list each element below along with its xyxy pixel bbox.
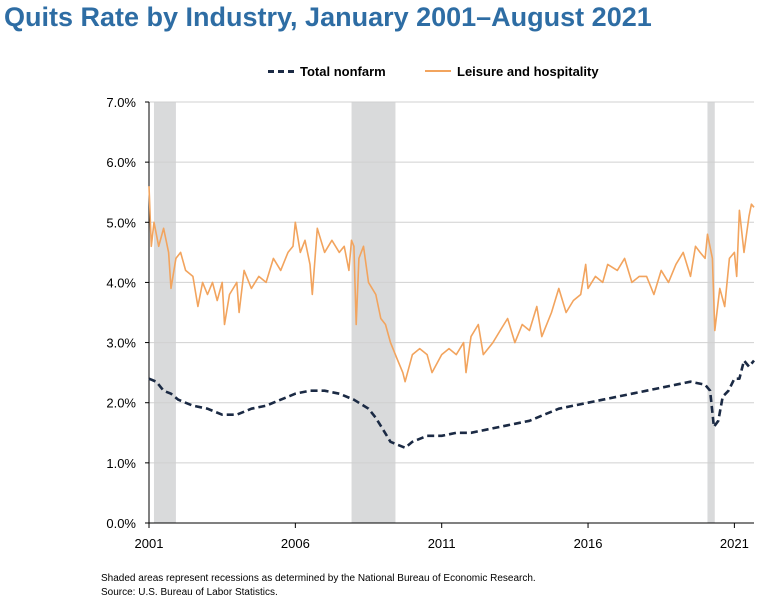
x-tick-label: 2006 (281, 536, 310, 551)
y-tick-label: 7.0% (106, 95, 136, 110)
y-tick-label: 2.0% (106, 396, 136, 411)
x-tick-label: 2016 (574, 536, 603, 551)
recession-band (153, 102, 176, 523)
y-tick-label: 5.0% (106, 215, 136, 230)
x-tick-label: 2001 (135, 536, 164, 551)
legend-label: Total nonfarm (300, 63, 386, 79)
legend-swatch-solid (425, 70, 451, 72)
legend-swatch-dashed (268, 69, 294, 73)
legend-label: Leisure and hospitality (457, 63, 599, 79)
footnote-source: Source: U.S. Bureau of Labor Statistics. (101, 587, 278, 598)
y-tick-label: 3.0% (106, 336, 136, 351)
legend-item-leisure: Leisure and hospitality (425, 60, 599, 82)
legend: Total nonfarm Leisure and hospitality (0, 60, 768, 82)
y-tick-label: 0.0% (106, 516, 136, 531)
x-tick-label: 2021 (720, 536, 749, 551)
y-tick-label: 6.0% (106, 155, 136, 170)
series-line-leisure-hospitality (148, 186, 755, 383)
chart-title: Quits Rate by Industry, January 2001–Aug… (4, 2, 652, 32)
footnote-recessions: Shaded areas represent recessions as det… (101, 573, 536, 584)
legend-item-total-nonfarm: Total nonfarm (268, 60, 386, 82)
recession-band (707, 102, 715, 523)
recession-band (351, 102, 396, 523)
series-line-total-nonfarm (148, 359, 755, 450)
y-tick-label: 1.0% (106, 456, 136, 471)
y-tick-label: 4.0% (106, 275, 136, 290)
x-tick-label: 2011 (428, 536, 456, 551)
